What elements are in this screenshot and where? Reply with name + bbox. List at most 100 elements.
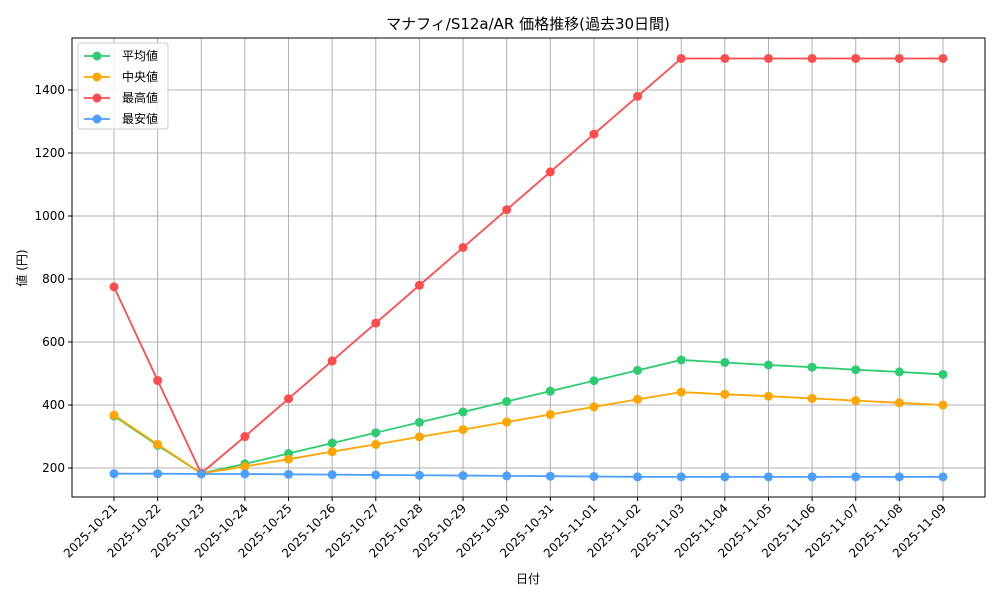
data-point [763, 472, 773, 482]
data-point [807, 472, 817, 482]
legend-marker [92, 72, 102, 82]
data-point [676, 53, 686, 63]
data-point [894, 367, 904, 377]
data-point [371, 318, 381, 328]
data-point [763, 360, 773, 370]
data-point [938, 472, 948, 482]
data-point [153, 375, 163, 385]
series-1 [109, 387, 948, 478]
series-2 [109, 53, 948, 478]
series-line [113, 359, 944, 475]
data-point [807, 362, 817, 372]
data-point [414, 470, 424, 480]
series-line [114, 472, 943, 478]
data-point [502, 471, 512, 481]
data-point [414, 280, 424, 290]
chart-title: マナフィ/S12a/AR 価格推移(過去30日間) [386, 15, 670, 33]
data-point [284, 469, 294, 479]
data-point [502, 205, 512, 215]
legend-label: 最安値 [122, 111, 158, 126]
data-point [894, 398, 904, 408]
data-point [633, 394, 643, 404]
data-point [676, 355, 686, 365]
data-point [851, 396, 861, 406]
data-point [458, 407, 468, 417]
y-tick-label: 600 [42, 335, 65, 349]
data-point [109, 282, 119, 292]
data-point [589, 472, 599, 482]
data-point [458, 425, 468, 435]
data-point [327, 438, 337, 448]
data-point [458, 471, 468, 481]
data-point [502, 417, 512, 427]
y-tick-label: 400 [42, 398, 65, 412]
data-point [633, 472, 643, 482]
data-point [371, 470, 381, 480]
data-point [284, 454, 294, 464]
data-point [327, 447, 337, 457]
series-line [113, 57, 943, 475]
data-point [938, 53, 948, 63]
y-tick-label: 1400 [34, 83, 65, 97]
data-point [589, 129, 599, 139]
data-point [109, 410, 119, 420]
legend-marker [92, 51, 102, 61]
data-point [676, 387, 686, 397]
data-point [109, 469, 119, 479]
data-point [153, 469, 163, 479]
data-point [894, 53, 904, 63]
data-point [327, 470, 337, 480]
data-point [851, 53, 861, 63]
data-point [240, 469, 250, 479]
data-point [763, 53, 773, 63]
data-point [153, 439, 163, 449]
series-3 [109, 469, 948, 482]
y-tick-label: 1000 [34, 209, 65, 223]
data-point [458, 242, 468, 252]
data-point [502, 397, 512, 407]
data-point [589, 402, 599, 412]
legend-label: 中央値 [122, 69, 158, 84]
y-axis-label: 値 (円) [14, 249, 29, 286]
data-point [327, 356, 337, 366]
data-point [545, 167, 555, 177]
data-point [371, 439, 381, 449]
data-point [589, 376, 599, 386]
data-point [763, 391, 773, 401]
y-tick-label: 1200 [34, 146, 65, 160]
legend-box [77, 42, 169, 130]
data-point [240, 432, 250, 442]
data-point [196, 469, 206, 479]
data-point [676, 472, 686, 482]
plot-frame [71, 37, 986, 498]
data-point [371, 428, 381, 438]
x-axis-label: 日付 [516, 572, 540, 586]
data-point [633, 365, 643, 375]
series-line [113, 391, 944, 475]
y-tick-label: 200 [42, 461, 65, 475]
legend-label: 最高値 [122, 90, 158, 105]
data-point [851, 472, 861, 482]
data-point [720, 53, 730, 63]
legend-label: 平均値 [122, 48, 158, 63]
y-tick-label: 800 [42, 272, 65, 286]
data-point [720, 357, 730, 367]
data-point [545, 386, 555, 396]
data-point [414, 417, 424, 427]
data-point [807, 393, 817, 403]
data-point [414, 432, 424, 442]
data-point [284, 394, 294, 404]
legend-marker [92, 114, 102, 124]
data-point [894, 472, 904, 482]
data-point [720, 472, 730, 482]
data-point [938, 369, 948, 379]
data-point [851, 365, 861, 375]
legend-marker [92, 93, 102, 103]
data-point [240, 461, 250, 471]
series-0 [109, 355, 948, 478]
data-point [545, 471, 555, 481]
data-point [720, 389, 730, 399]
